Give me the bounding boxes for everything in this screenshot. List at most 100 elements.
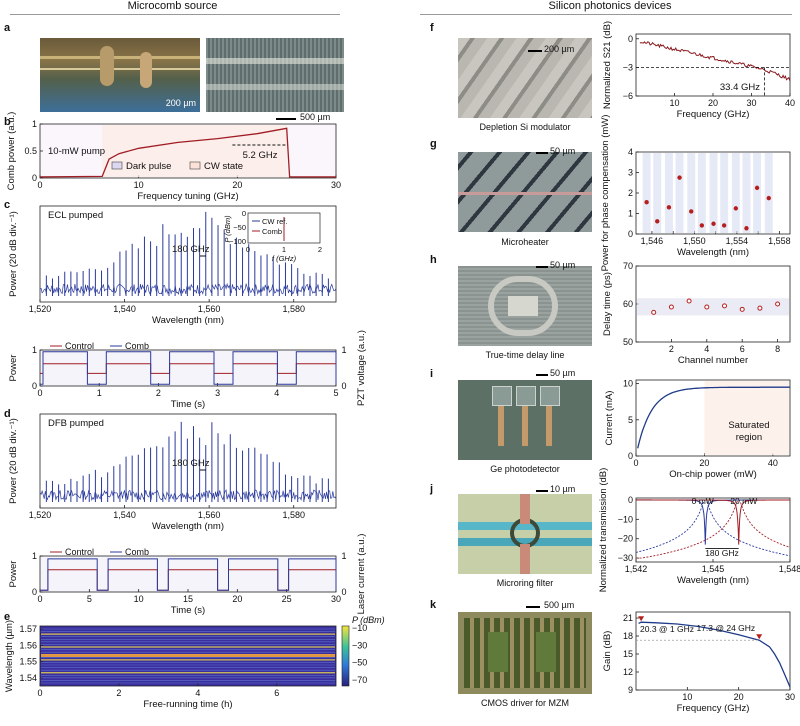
panel-letter-f: f (430, 22, 434, 34)
x-tick-label: 10 (682, 692, 692, 702)
scale-label: 200 µm (165, 98, 196, 108)
y-tick-label: 15 (623, 649, 633, 659)
x-tick-label: 15 (183, 594, 193, 604)
right-header-rule (420, 14, 792, 15)
x-tick-label: 0 (37, 388, 42, 398)
through-port-line (636, 499, 790, 545)
channel-band (697, 153, 706, 233)
panel-letter-c: c (4, 199, 11, 211)
x-tick-label: 1,545 (702, 564, 725, 574)
x-tick-label: 10 (134, 180, 144, 190)
x-axis-label: Time (s) (171, 399, 205, 410)
x-tick-label: 1,560 (198, 510, 221, 520)
plot-frame (635, 611, 791, 691)
pump-label: 10-mW pump (48, 146, 105, 157)
x-axis-label: Time (s) (171, 605, 205, 616)
legend-label: Dark pulse (126, 161, 171, 172)
legend-label: Comb (125, 341, 149, 351)
y-tick-label: 0 (628, 229, 633, 239)
x-tick-label: 1,520 (29, 304, 52, 314)
scale-bar (276, 118, 296, 120)
scale-label: 50 µm (550, 146, 576, 156)
spacing-label: 180 GHz (172, 244, 210, 255)
data-point (668, 304, 674, 310)
x-tick-label: 10 (669, 98, 679, 108)
y-tick-label: 9 (628, 685, 633, 695)
data-point (775, 301, 781, 307)
comb-power-line (39, 127, 336, 178)
cmos-driver-photo (458, 612, 592, 694)
y-tick-label: 1 (628, 209, 633, 219)
x-tick-label: 30 (746, 98, 756, 108)
device-caption: Microheater (501, 237, 549, 247)
scale-label: 500 µm (300, 112, 331, 122)
colorbar-tick: −10 (352, 623, 367, 633)
x-tick-label: 1,580 (282, 510, 305, 520)
x-tick-label: 2 (669, 344, 674, 354)
bandwidth-label: 33.4 GHz (720, 82, 760, 93)
scale-bar (528, 50, 542, 52)
panel-letter-j: j (430, 483, 434, 495)
x-tick-label: 1,520 (29, 510, 52, 520)
y-tick-label: 0.5 (24, 146, 37, 156)
x-tick-label: 1,548 (779, 564, 800, 574)
microcomb-chip-photo: 200 µm (40, 38, 200, 112)
data-point (686, 298, 692, 304)
inset-y-label: P (dBm) (223, 215, 232, 243)
y-tick-label: 18 (623, 631, 633, 641)
data-point (721, 223, 727, 228)
y2-axis-label: Laser current (a.u.) (356, 534, 367, 615)
x-axis-label: Frequency (GHz) (677, 703, 750, 714)
y-axis-label: Current (mA) (604, 391, 615, 446)
x-tick-label: 4 (704, 344, 709, 354)
spacing-label: 180 GHz (172, 458, 210, 469)
x-tick-label: 5 (333, 388, 338, 398)
legend-swatch (111, 161, 123, 170)
scale-label: 10 µm (550, 484, 576, 494)
x-tick-label: 30 (785, 692, 795, 702)
data-point (744, 226, 749, 231)
device-caption: Microring filter (496, 578, 554, 588)
saturated-region (704, 381, 789, 455)
y2-tick-label: 0 (341, 381, 346, 391)
data-point (655, 219, 660, 224)
microcomb-resonator-photo (206, 38, 344, 112)
y-tick-label: 1 (32, 345, 37, 355)
colorbar-tick: −70 (352, 675, 367, 685)
y-axis-label: Comb power (a.u.) (6, 112, 17, 191)
pump-line-trace (41, 654, 335, 657)
current-line (637, 386, 790, 449)
y-tick-label: 0 (32, 173, 37, 183)
photodetector-photo (458, 380, 592, 460)
device-caption: True-time delay line (485, 350, 565, 360)
y-tick-label: −10 (618, 514, 633, 524)
gain-label: 20.3 @ 1 GHz (640, 624, 694, 634)
span-label: 5.2 GHz (243, 150, 278, 161)
plot-frame (39, 413, 337, 509)
legend-label: Control (65, 341, 94, 351)
panel-letter-k: k (430, 599, 437, 611)
channel-band (653, 153, 662, 233)
y-axis-label: Normalized S21 (dB) (602, 21, 613, 109)
panel-letter-e: e (4, 611, 11, 623)
scale-bar (536, 374, 548, 376)
microheater-photo (458, 152, 592, 232)
x-axis-label: On-chip power (mW) (669, 469, 757, 480)
x-tick-label: 1 (97, 388, 102, 398)
s21-line (639, 41, 791, 82)
x-tick-label: 0 (37, 688, 42, 698)
x-tick-label: 20 (708, 98, 718, 108)
x-tick-label: 30 (331, 594, 341, 604)
x-axis-label: Channel number (678, 355, 748, 366)
inset-x-label: f (GHz) (272, 254, 297, 263)
panel-letter-h: h (430, 254, 437, 266)
drop-port-line (636, 499, 791, 559)
x-axis-label: Wavelength (nm) (677, 575, 749, 586)
scale-bar (536, 266, 548, 268)
y-tick-label: −30 (618, 553, 633, 563)
panel-letter-b: b (4, 116, 11, 128)
channel-band (709, 153, 718, 233)
tolerance-band (637, 298, 789, 316)
y-axis-label: Normalized transmission (dB) (598, 468, 609, 593)
x-tick-label: 40 (768, 458, 778, 468)
